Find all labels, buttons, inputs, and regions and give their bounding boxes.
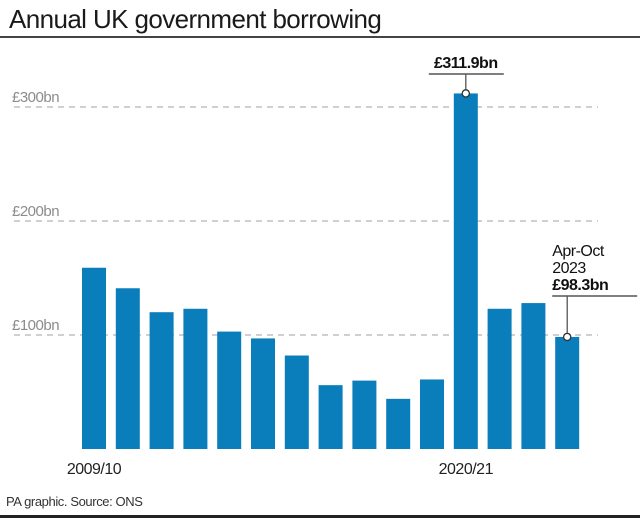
annotation-marker bbox=[562, 332, 572, 342]
bar-apr-oct-2023 bbox=[555, 336, 580, 449]
bar-2013-14 bbox=[217, 331, 242, 449]
bar-2018-19 bbox=[386, 398, 411, 449]
y-tick-label: £200bn bbox=[12, 203, 59, 220]
annotation-text: Apr-Oct bbox=[552, 243, 605, 260]
bar-2015-16 bbox=[284, 355, 309, 449]
footer-divider bbox=[0, 515, 640, 518]
y-axis-labels: £100bn £200bn £300bn bbox=[12, 89, 60, 334]
annotation-text: £98.3bn bbox=[552, 277, 608, 294]
annotation-text: £311.9bn bbox=[434, 55, 498, 72]
bar-2011-12 bbox=[149, 312, 174, 449]
bar-2017-18 bbox=[352, 380, 377, 449]
bar-2009-10 bbox=[82, 267, 106, 449]
bar-2022-23 bbox=[521, 303, 546, 449]
annotation-text: 2023 bbox=[552, 260, 586, 277]
title-divider bbox=[0, 36, 640, 38]
bar-2012-13 bbox=[183, 308, 208, 449]
bar-2010-11 bbox=[115, 288, 140, 449]
x-tick-label: 2009/10 bbox=[67, 461, 122, 478]
bars bbox=[82, 93, 580, 450]
bar-2014-15 bbox=[251, 338, 275, 449]
chart-title: Annual UK government borrowing bbox=[9, 4, 382, 34]
y-tick-label: £300bn bbox=[12, 89, 59, 106]
y-tick-label: £100bn bbox=[12, 317, 59, 334]
bar-2016-17 bbox=[318, 385, 343, 449]
bar-2021-22 bbox=[487, 308, 512, 449]
x-tick-label: 2020/21 bbox=[439, 461, 494, 478]
bar-2020-21 bbox=[453, 93, 478, 450]
source-credit: PA graphic. Source: ONS bbox=[6, 494, 143, 509]
x-axis-labels: 2009/10 2020/21 bbox=[67, 461, 494, 478]
annotation-marker bbox=[461, 89, 471, 98]
bar-2019-20 bbox=[420, 379, 444, 449]
